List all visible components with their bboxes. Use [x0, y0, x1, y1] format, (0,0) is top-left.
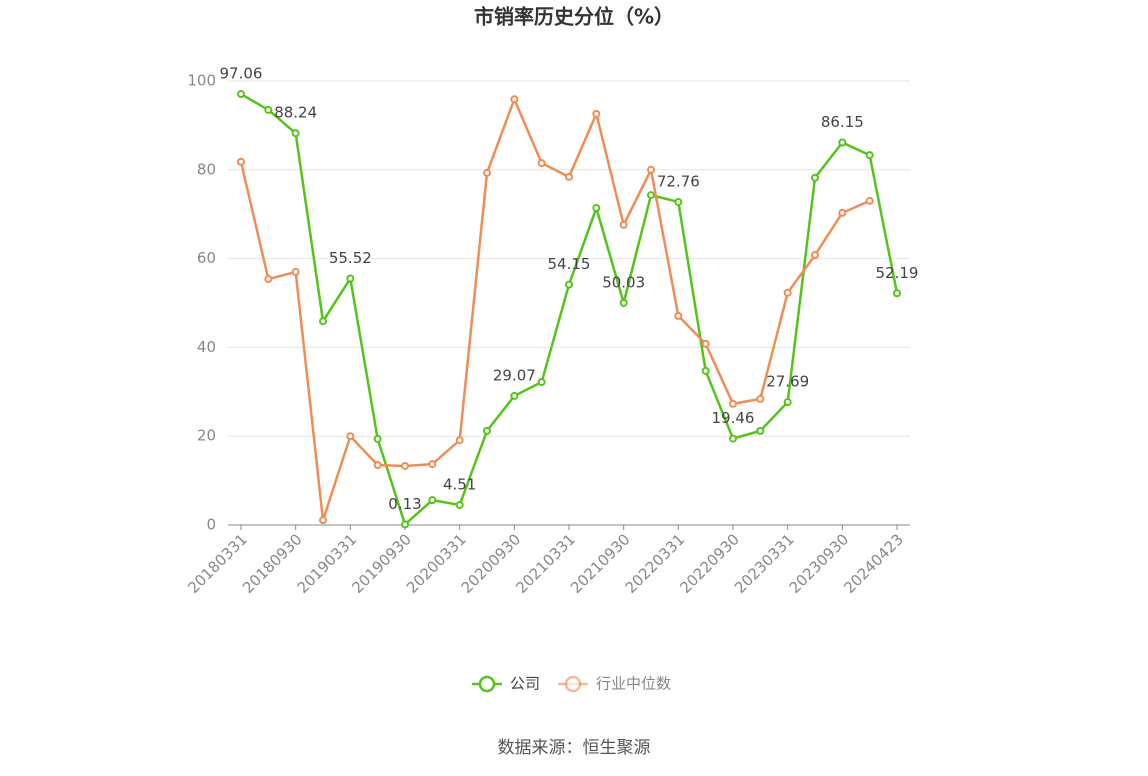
point	[701, 339, 710, 348]
legend-marker	[478, 675, 496, 693]
data-label: 54.15	[548, 255, 591, 273]
point	[783, 398, 792, 407]
point	[237, 157, 245, 166]
point	[537, 378, 546, 387]
point	[483, 426, 491, 435]
point	[291, 129, 300, 138]
y-tick-label: 20	[197, 427, 216, 445]
point	[729, 399, 737, 408]
data-label: 4.51	[443, 475, 476, 493]
point	[838, 208, 847, 217]
series-line	[239, 95, 871, 521]
data-label: 97.06	[220, 65, 263, 83]
point	[373, 461, 382, 470]
point	[319, 516, 327, 525]
data-label: 19.46	[712, 409, 755, 427]
y-tick-label: 0	[206, 516, 216, 534]
point	[319, 317, 327, 326]
point	[592, 203, 601, 212]
point	[783, 288, 792, 297]
point	[565, 172, 573, 181]
point	[647, 191, 655, 200]
point	[565, 280, 573, 289]
legend-item[interactable]: 行业中位数	[558, 675, 671, 693]
data-label: 50.03	[602, 273, 645, 291]
point	[701, 366, 710, 375]
source-note: 数据来源：恒生聚源	[498, 738, 651, 758]
data-label: 55.52	[329, 249, 372, 267]
data-label: 29.07	[493, 366, 536, 384]
point	[455, 500, 464, 509]
data-label: 88.24	[274, 104, 317, 122]
y-tick-label: 100	[187, 72, 216, 90]
legend-item[interactable]: 公司	[472, 675, 540, 693]
point	[401, 461, 409, 470]
data-label: 72.76	[657, 172, 700, 190]
chart-title: 市销率历史分位（%）	[474, 5, 674, 29]
point	[264, 275, 273, 284]
y-tick-label: 40	[197, 338, 216, 356]
point	[291, 267, 300, 276]
point	[647, 165, 655, 174]
data-label: 27.69	[766, 373, 809, 391]
x-tick-label: 20240423	[840, 530, 907, 597]
point	[619, 298, 628, 307]
point	[510, 391, 519, 400]
point	[674, 197, 683, 206]
point	[865, 196, 874, 205]
data-label: 0.13	[388, 495, 421, 513]
point	[811, 251, 819, 260]
data-label: 86.15	[821, 113, 864, 131]
point	[838, 138, 847, 147]
point	[483, 168, 491, 177]
point	[346, 432, 355, 441]
point	[865, 151, 874, 160]
point	[373, 434, 382, 443]
y-tick-label: 80	[197, 160, 216, 178]
point	[428, 496, 437, 505]
point	[237, 90, 245, 99]
point	[537, 159, 546, 168]
point	[346, 274, 355, 283]
legend-label: 公司	[510, 675, 540, 693]
y-tick-label: 60	[197, 249, 216, 267]
point	[893, 289, 901, 298]
point	[674, 311, 683, 320]
point	[264, 105, 273, 114]
point	[592, 109, 601, 118]
legend-marker	[564, 675, 582, 693]
point	[619, 220, 628, 229]
point	[756, 426, 765, 435]
data-label: 52.19	[876, 264, 919, 282]
series-line	[240, 92, 899, 527]
point	[811, 173, 819, 182]
point	[455, 436, 464, 445]
point	[428, 460, 437, 469]
point	[756, 394, 765, 403]
point	[510, 95, 519, 104]
point	[729, 434, 737, 443]
point	[401, 520, 409, 529]
legend-label: 行业中位数	[596, 675, 671, 693]
